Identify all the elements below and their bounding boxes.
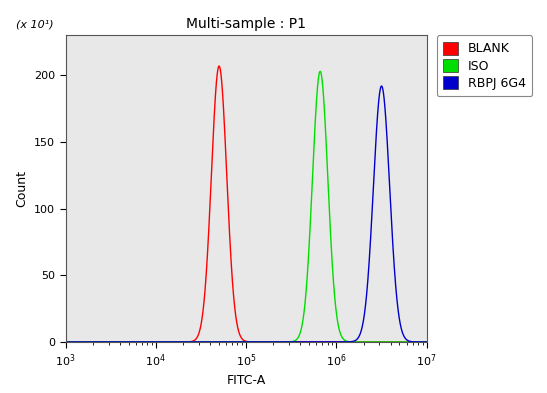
Y-axis label: Count: Count [15,170,28,207]
Text: (x 10¹): (x 10¹) [16,19,54,29]
X-axis label: FITC-A: FITC-A [226,375,266,387]
Legend: BLANK, ISO, RBPJ 6G4: BLANK, ISO, RBPJ 6G4 [437,35,532,96]
Title: Multi-sample : P1: Multi-sample : P1 [186,17,306,31]
